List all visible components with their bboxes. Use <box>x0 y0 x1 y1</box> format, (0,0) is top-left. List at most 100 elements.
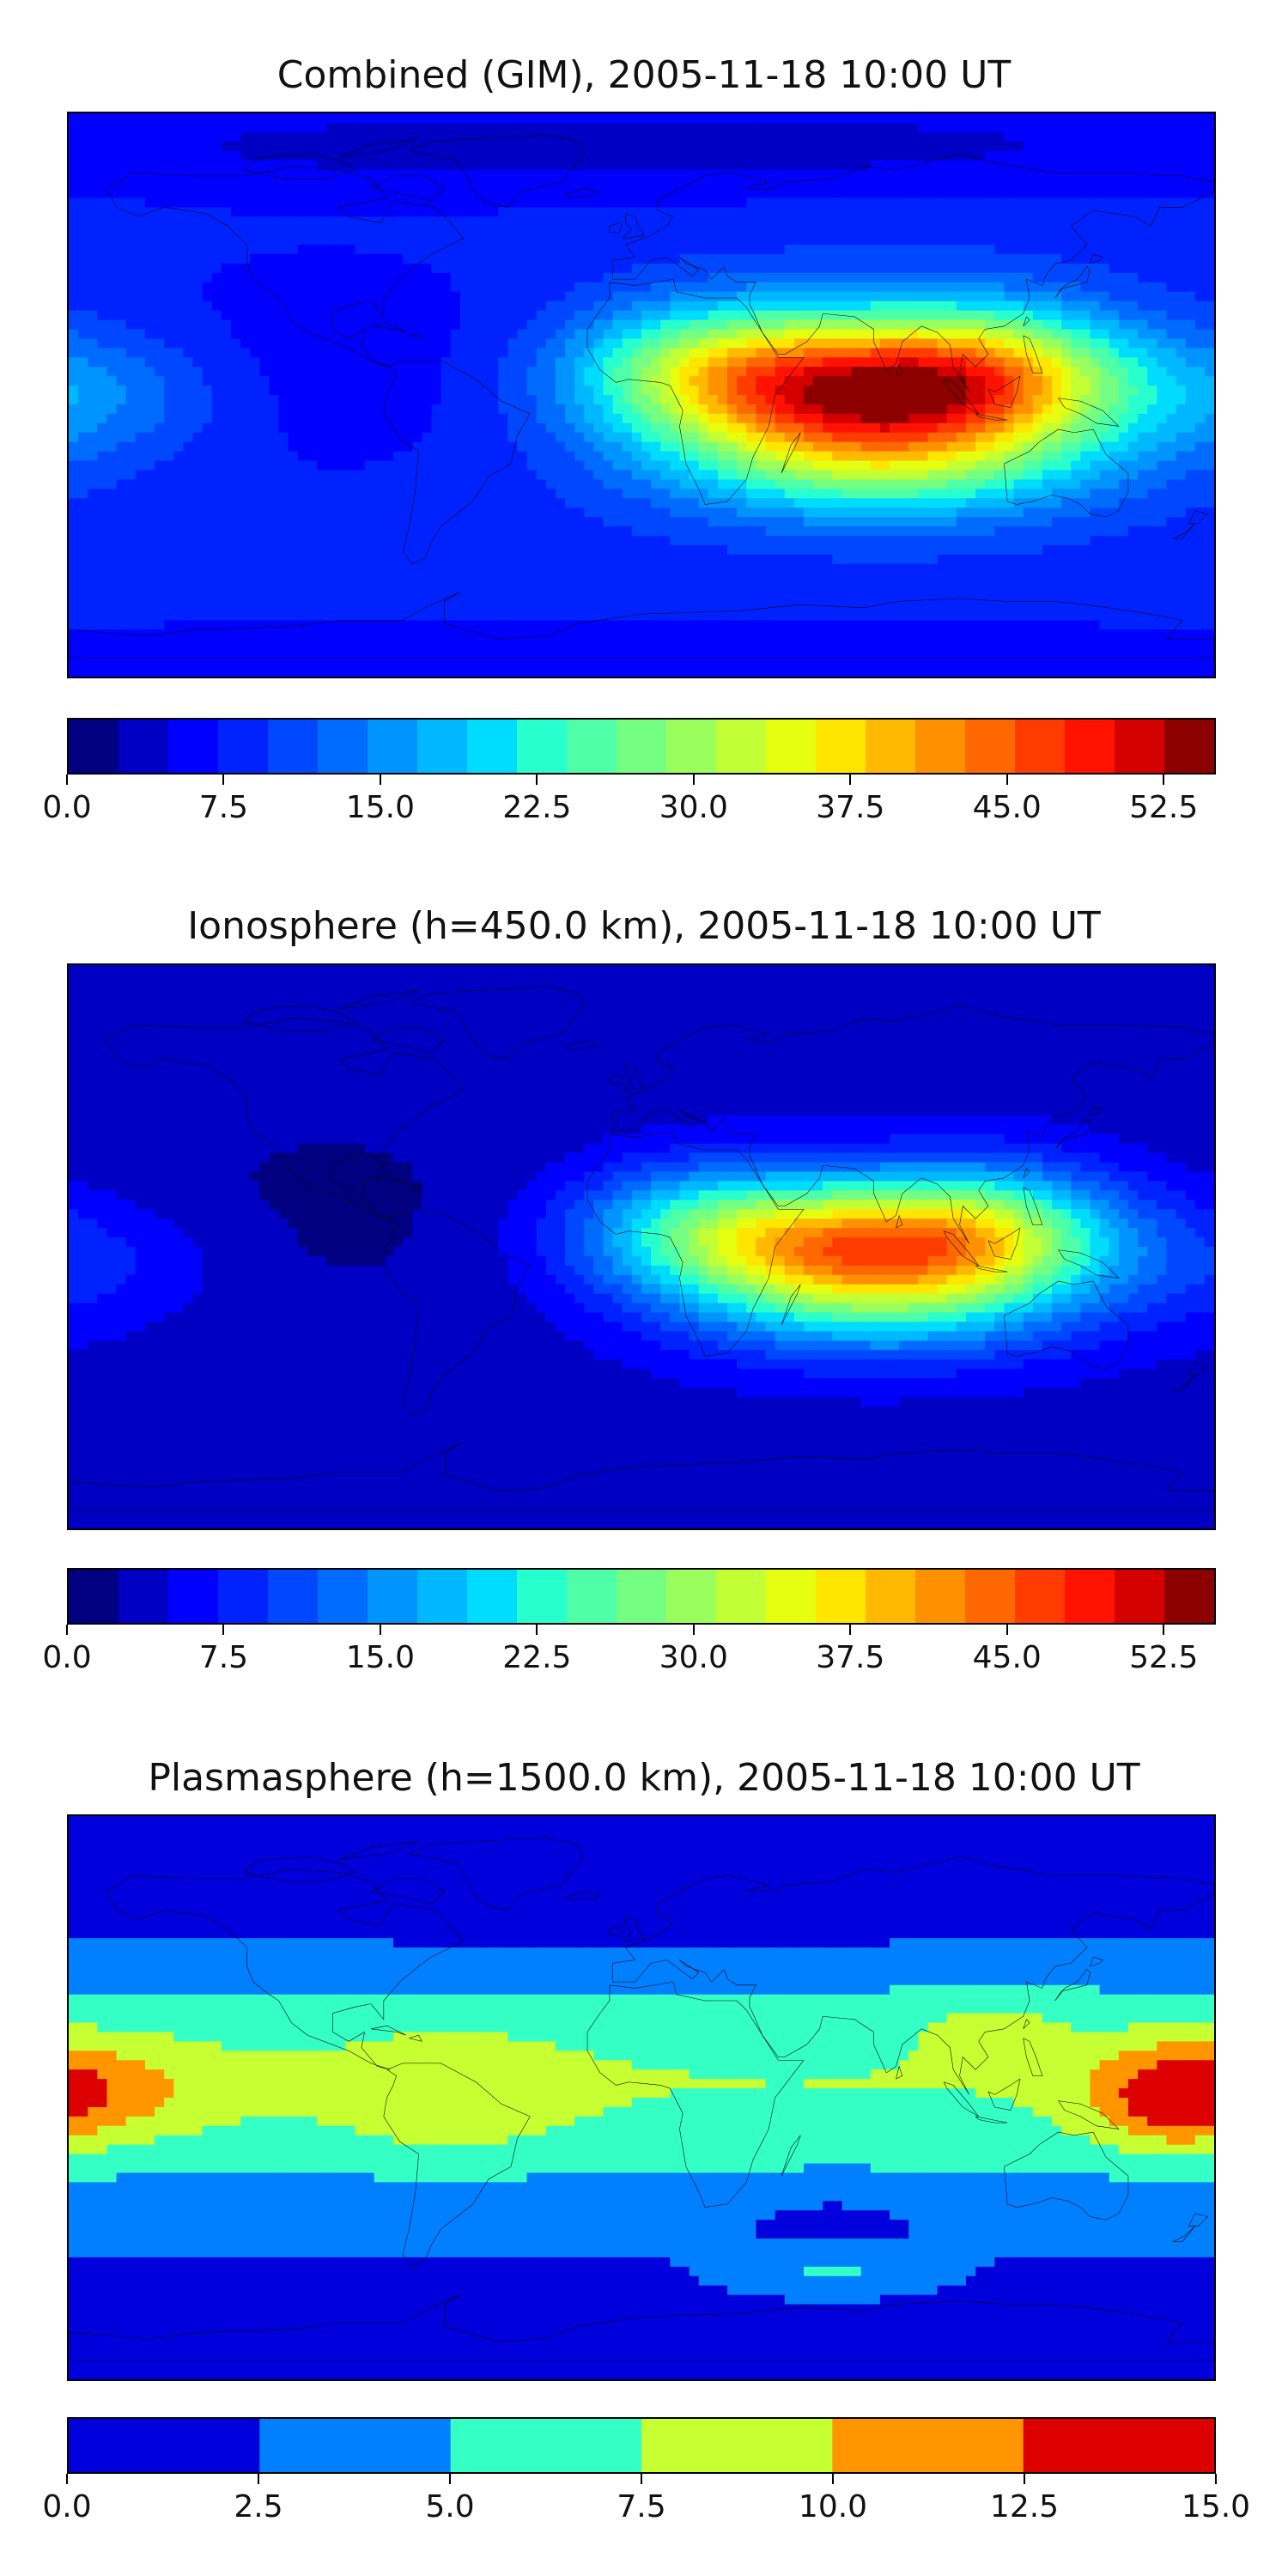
tec-cell <box>756 329 767 340</box>
tec-cell <box>1185 272 1196 283</box>
tec-cell <box>956 254 968 265</box>
tec-cell <box>221 207 233 218</box>
tec-cell <box>622 451 633 462</box>
tec-cell <box>775 216 786 228</box>
tec-cell <box>737 150 748 161</box>
tec-cell <box>1194 441 1206 453</box>
tec-cell <box>565 319 576 331</box>
tec-cell <box>221 291 233 302</box>
tec-cell <box>937 479 948 490</box>
tec-cell <box>403 376 414 387</box>
tec-cell <box>345 226 356 237</box>
tec-cell <box>1052 188 1063 199</box>
tec-cell <box>326 310 337 321</box>
tec-cell <box>97 169 108 180</box>
tec-cell <box>793 160 805 171</box>
tec-cell <box>603 272 614 283</box>
tec-cell <box>1166 460 1177 471</box>
tec-cell <box>899 470 910 481</box>
tec-cell <box>584 338 595 349</box>
tec-cell <box>364 310 375 321</box>
tec-cell <box>890 188 901 199</box>
tec-cell <box>622 386 633 397</box>
tec-cell <box>412 188 423 199</box>
tec-cell <box>765 386 776 397</box>
tec-cell <box>498 179 509 190</box>
tec-cell <box>890 386 901 397</box>
tec-cell <box>908 404 920 415</box>
tec-cell <box>1061 245 1072 256</box>
tec-cell <box>431 329 442 340</box>
tec-cell <box>422 235 433 246</box>
tec-cell <box>1166 470 1177 481</box>
tec-cell <box>574 245 586 256</box>
tec-cell <box>326 376 337 387</box>
tec-cell <box>1099 404 1110 415</box>
tec-cell <box>689 479 700 490</box>
tec-cell <box>612 150 623 161</box>
tec-cell <box>908 348 920 359</box>
tec-cell <box>584 470 595 481</box>
tec-cell <box>631 413 643 424</box>
tec-cell <box>1157 376 1168 387</box>
tec-cell <box>507 460 519 471</box>
tec-cell <box>479 338 490 349</box>
tec-cell <box>994 413 1005 424</box>
tec-cell <box>144 470 156 481</box>
tec-cell <box>269 141 280 152</box>
tec-cell <box>670 413 681 424</box>
tec-cell <box>69 160 80 171</box>
tec-cell <box>803 422 815 434</box>
tec-cell <box>1118 367 1130 378</box>
tec-cell <box>489 386 500 397</box>
tec-cell <box>1042 301 1054 312</box>
tec-cell <box>498 489 509 500</box>
tec-cell <box>603 113 614 125</box>
tec-cell <box>374 413 385 424</box>
tec-cell <box>545 441 557 453</box>
tec-cell <box>565 263 576 274</box>
tec-cell <box>651 197 662 209</box>
tec-cell <box>584 479 595 490</box>
tec-cell <box>631 207 643 218</box>
tec-cell <box>708 207 720 218</box>
tec-cell <box>230 150 242 161</box>
tec-cell <box>336 254 347 265</box>
tec-cell <box>202 131 213 143</box>
tec-cell <box>230 386 242 397</box>
tec-cell <box>489 367 500 378</box>
tec-cell <box>336 207 347 218</box>
tec-cell <box>793 226 805 237</box>
tec-cell <box>479 122 490 133</box>
tec-cell <box>670 291 681 302</box>
tec-cell <box>183 291 194 302</box>
tec-cell <box>918 413 929 424</box>
tec-cell <box>670 141 681 152</box>
tec-cell <box>526 113 538 125</box>
tec-cell <box>1147 470 1158 481</box>
tec-cell <box>908 197 920 209</box>
tec-cell <box>985 357 996 368</box>
tec-cell <box>183 357 194 368</box>
tec-cell <box>660 197 671 209</box>
tec-cell <box>908 216 920 228</box>
tec-cell <box>469 122 481 133</box>
tec-cell <box>879 197 891 209</box>
tec-cell <box>164 348 175 359</box>
tec-cell <box>479 169 490 180</box>
tec-cell <box>1032 207 1044 218</box>
tec-cell <box>78 235 89 246</box>
tec-cell <box>1023 301 1034 312</box>
tec-cell <box>78 263 89 274</box>
tec-cell <box>135 141 147 152</box>
tec-cell <box>1147 291 1158 302</box>
tec-cell <box>440 131 452 143</box>
tec-cell <box>1204 470 1214 481</box>
tec-cell <box>1194 179 1206 190</box>
tec-cell <box>97 245 108 256</box>
tec-cell <box>737 404 748 415</box>
tec-cell <box>1118 319 1130 331</box>
tec-cell <box>1185 131 1196 143</box>
tec-cell <box>860 489 872 500</box>
tec-cell <box>97 338 108 349</box>
